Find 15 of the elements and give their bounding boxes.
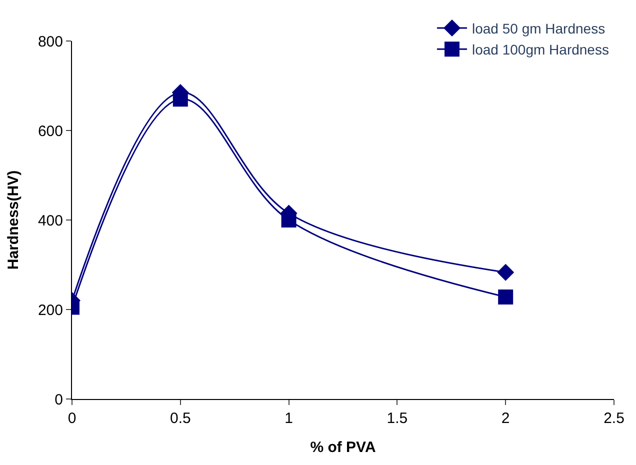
y-tick-label: 600 <box>38 122 63 140</box>
x-tick-label: 1.5 <box>386 410 408 427</box>
x-tick-label: 0 <box>68 410 76 427</box>
x-tick-label: 2 <box>501 410 510 427</box>
y-tick-label: 0 <box>54 391 63 408</box>
x-tick-label: 1 <box>284 410 293 427</box>
y-tick-label: 200 <box>38 302 63 319</box>
y-tick-label: 400 <box>38 212 63 230</box>
y-axis-title: Hardness(HV) <box>5 170 22 270</box>
x-axis-title: % of PVA <box>310 439 376 456</box>
x-tick-label: 0.5 <box>170 410 191 427</box>
legend-label: load 50 gm Hardness <box>472 20 606 36</box>
legend-label: load 100gm Hardness <box>472 42 609 58</box>
y-tick-label: 800 <box>38 33 63 50</box>
x-tick-label: 2.5 <box>604 410 624 427</box>
